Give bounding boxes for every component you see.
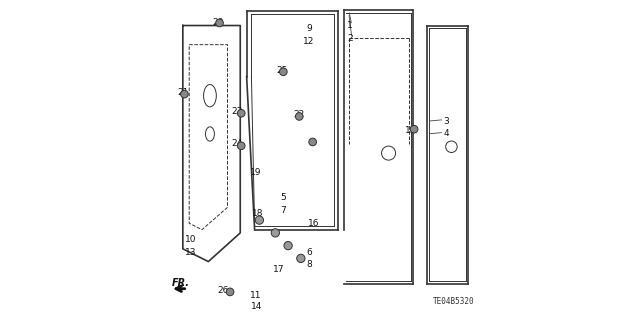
Circle shape	[309, 138, 317, 146]
Text: 19: 19	[250, 168, 262, 177]
Text: 25: 25	[276, 66, 287, 75]
Text: 20: 20	[212, 18, 223, 27]
Text: 12: 12	[303, 37, 314, 46]
Text: 16: 16	[308, 219, 319, 228]
Text: 17: 17	[273, 265, 284, 274]
Text: 15: 15	[405, 126, 417, 135]
Text: 14: 14	[250, 302, 262, 311]
Text: 23: 23	[232, 107, 243, 116]
Text: 1: 1	[348, 21, 353, 30]
Text: 3: 3	[443, 117, 449, 126]
Text: 2: 2	[348, 34, 353, 43]
Circle shape	[271, 229, 280, 237]
Text: 21: 21	[177, 88, 189, 97]
Circle shape	[255, 216, 264, 224]
Text: 13: 13	[185, 248, 196, 256]
Circle shape	[296, 113, 303, 120]
Text: 26: 26	[217, 286, 228, 295]
Circle shape	[280, 68, 287, 76]
Circle shape	[237, 142, 245, 150]
Text: 24: 24	[232, 139, 243, 148]
Text: 22: 22	[294, 110, 305, 119]
Text: FR.: FR.	[172, 278, 190, 288]
Text: 11: 11	[250, 291, 262, 300]
Circle shape	[216, 19, 223, 27]
Text: 10: 10	[185, 235, 196, 244]
Text: 9: 9	[306, 24, 312, 33]
Text: TE04B5320: TE04B5320	[433, 297, 475, 306]
Circle shape	[284, 241, 292, 250]
Text: 7: 7	[280, 206, 286, 215]
Text: 18: 18	[252, 209, 264, 218]
Circle shape	[297, 254, 305, 263]
Circle shape	[237, 109, 245, 117]
Text: 5: 5	[280, 193, 286, 202]
Text: 4: 4	[443, 130, 449, 138]
Circle shape	[180, 90, 188, 98]
Circle shape	[410, 125, 418, 133]
Circle shape	[226, 288, 234, 296]
Text: 6: 6	[306, 248, 312, 256]
Text: 8: 8	[306, 260, 312, 269]
